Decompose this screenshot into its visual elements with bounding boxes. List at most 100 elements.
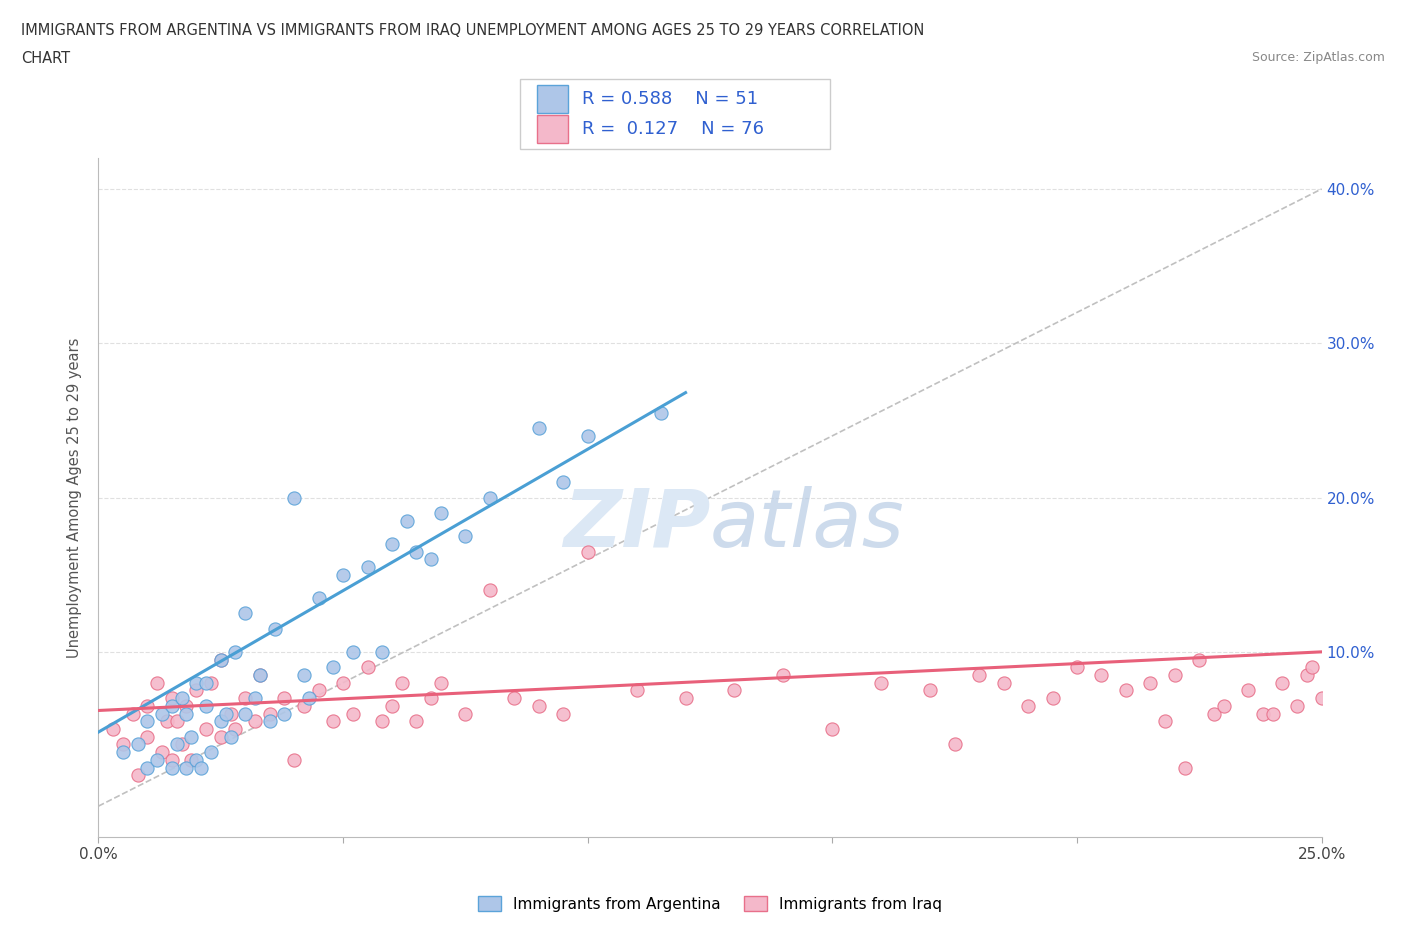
Point: [209, 652, 232, 667]
Point: [1090, 668, 1112, 683]
Point: [1174, 760, 1197, 775]
Point: [650, 405, 672, 420]
Point: [1115, 683, 1137, 698]
Point: [1188, 652, 1211, 667]
Point: [127, 737, 149, 751]
Point: [1139, 675, 1161, 690]
Point: [405, 544, 427, 559]
Point: [209, 714, 232, 729]
Point: [292, 668, 315, 683]
Point: [1212, 698, 1234, 713]
Point: [381, 537, 404, 551]
Point: [283, 752, 305, 767]
Text: Source: ZipAtlas.com: Source: ZipAtlas.com: [1251, 51, 1385, 64]
Point: [160, 760, 183, 775]
Text: IMMIGRANTS FROM ARGENTINA VS IMMIGRANTS FROM IRAQ UNEMPLOYMENT AMONG AGES 25 TO : IMMIGRANTS FROM ARGENTINA VS IMMIGRANTS …: [21, 23, 925, 38]
Y-axis label: Unemployment Among Ages 25 to 29 years: Unemployment Among Ages 25 to 29 years: [67, 338, 83, 658]
Point: [186, 683, 208, 698]
Point: [308, 591, 330, 605]
Point: [176, 706, 198, 721]
Point: [170, 737, 193, 751]
Point: [160, 752, 183, 767]
Point: [391, 675, 413, 690]
Point: [136, 760, 159, 775]
Point: [342, 644, 364, 659]
Point: [111, 745, 134, 760]
Text: R =  0.127    N = 76: R = 0.127 N = 76: [582, 120, 763, 139]
Point: [136, 729, 159, 744]
Point: [200, 745, 222, 760]
Point: [243, 691, 266, 706]
Point: [527, 698, 550, 713]
Point: [1251, 706, 1274, 721]
Point: [553, 706, 575, 721]
Point: [332, 675, 354, 690]
Point: [332, 567, 354, 582]
Point: [1202, 706, 1225, 721]
Point: [111, 737, 134, 751]
Point: [356, 660, 378, 675]
Point: [283, 490, 305, 505]
Point: [146, 752, 169, 767]
Point: [219, 706, 242, 721]
Point: [243, 714, 266, 729]
Point: [176, 698, 198, 713]
Text: ZIP: ZIP: [562, 485, 710, 564]
Point: [249, 668, 271, 683]
Point: [259, 706, 281, 721]
Point: [259, 714, 281, 729]
Point: [1017, 698, 1039, 713]
Point: [1164, 668, 1187, 683]
Point: [249, 668, 271, 683]
Point: [381, 698, 404, 713]
Point: [723, 683, 745, 698]
Point: [160, 698, 183, 713]
Point: [233, 691, 256, 706]
Point: [870, 675, 893, 690]
Point: [136, 714, 159, 729]
Point: [1301, 660, 1323, 675]
Point: [224, 644, 246, 659]
Point: [150, 745, 173, 760]
Point: [190, 760, 212, 775]
Point: [186, 752, 208, 767]
Point: [1261, 706, 1284, 721]
Point: [371, 644, 394, 659]
Point: [405, 714, 427, 729]
Point: [576, 429, 599, 444]
Point: [1286, 698, 1309, 713]
Point: [1310, 691, 1333, 706]
Point: [298, 691, 321, 706]
Point: [195, 698, 218, 713]
Point: [322, 660, 344, 675]
Text: atlas: atlas: [710, 485, 905, 564]
Point: [186, 675, 208, 690]
Point: [170, 691, 193, 706]
Point: [454, 706, 477, 721]
Point: [160, 691, 183, 706]
Point: [219, 729, 242, 744]
Point: [920, 683, 942, 698]
Point: [993, 675, 1015, 690]
Point: [1066, 660, 1088, 675]
Point: [209, 729, 232, 744]
Point: [176, 760, 198, 775]
Legend: Immigrants from Argentina, Immigrants from Iraq: Immigrants from Argentina, Immigrants fr…: [472, 889, 948, 918]
Point: [214, 706, 236, 721]
Point: [180, 729, 202, 744]
Point: [430, 675, 453, 690]
Point: [166, 737, 188, 751]
Point: [420, 691, 443, 706]
Point: [233, 605, 256, 620]
Point: [136, 698, 159, 713]
Point: [503, 691, 526, 706]
Point: [263, 621, 285, 636]
Point: [1237, 683, 1260, 698]
Point: [772, 668, 794, 683]
Point: [675, 691, 697, 706]
Point: [420, 551, 443, 566]
Point: [1154, 714, 1177, 729]
Point: [527, 420, 550, 435]
Text: CHART: CHART: [21, 51, 70, 66]
Point: [478, 490, 501, 505]
